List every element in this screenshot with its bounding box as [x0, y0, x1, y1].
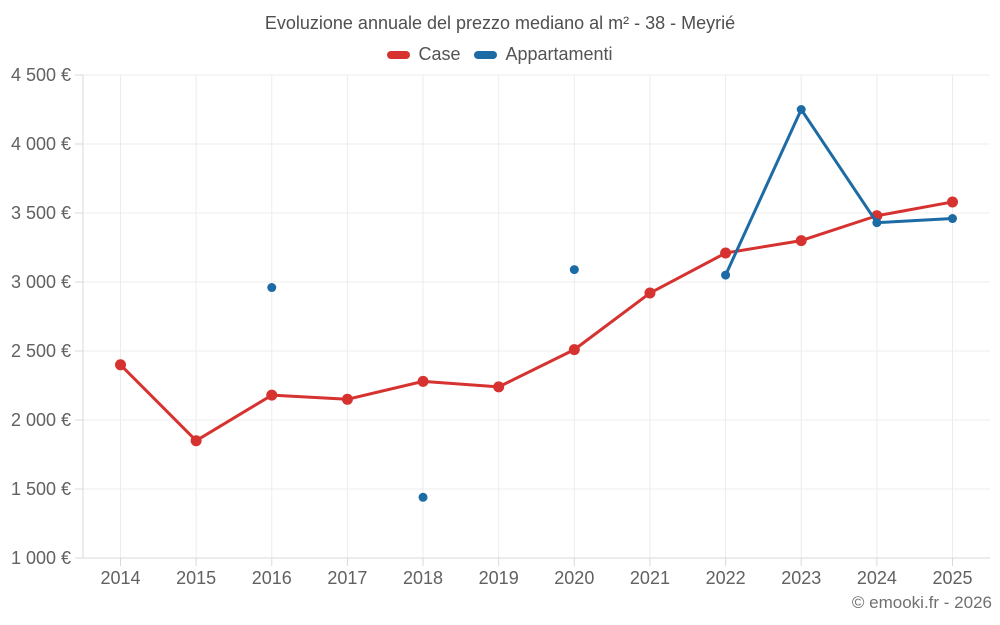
- y-tick-label: 3 500 €: [11, 203, 71, 223]
- data-point[interactable]: [568, 344, 580, 356]
- data-point[interactable]: [721, 270, 731, 280]
- data-point[interactable]: [267, 283, 277, 293]
- legend-item-appartamenti[interactable]: Appartamenti: [474, 44, 613, 65]
- data-point[interactable]: [115, 359, 126, 371]
- data-point[interactable]: [418, 492, 428, 502]
- x-tick-label: 2021: [630, 568, 670, 588]
- legend: Case Appartamenti: [0, 44, 1000, 65]
- legend-label-case: Case: [418, 44, 461, 64]
- copyright: © emooki.fr - 2026: [851, 593, 992, 612]
- x-tick-label: 2020: [554, 568, 594, 588]
- x-tick-label: 2023: [781, 568, 821, 588]
- x-tick-label: 2025: [932, 568, 972, 588]
- x-tick-label: 2017: [327, 568, 367, 588]
- data-point[interactable]: [190, 435, 202, 447]
- data-point[interactable]: [644, 287, 656, 299]
- y-tick-label: 2 000 €: [11, 410, 71, 430]
- x-tick-label: 2019: [479, 568, 519, 588]
- y-tick-label: 1 500 €: [11, 479, 71, 499]
- y-grid: 1 000 € 1 500 € 2 000 € 2 500 € 3 000 € 3 500…: [11, 65, 990, 568]
- x-grid: 2014 2015 2016 2017 2018 2019 2020 2021 2022 2023…: [100, 75, 973, 588]
- data-point[interactable]: [417, 375, 429, 387]
- y-tick-label: 2 500 €: [11, 341, 71, 361]
- data-point[interactable]: [795, 235, 807, 247]
- y-tick-label: 3 000 €: [11, 272, 71, 292]
- x-tick-label: 2015: [176, 568, 216, 588]
- y-tick-label: 1 000 €: [11, 548, 71, 568]
- chart-title: Evoluzione annuale del prezzo mediano al…: [264, 13, 736, 33]
- series-line: [119, 200, 954, 443]
- x-tick-label: 2018: [403, 568, 443, 588]
- data-point[interactable]: [796, 105, 806, 114]
- x-tick-label: 2016: [252, 568, 292, 588]
- series-case: [115, 196, 958, 447]
- data-point[interactable]: [947, 196, 958, 208]
- y-tick-label: 4 000 €: [11, 134, 71, 154]
- appartamenti-series-swatch-icon: [474, 50, 498, 59]
- x-tick-label: 2014: [100, 568, 140, 588]
- legend-label-appartamenti: Appartamenti: [505, 44, 613, 64]
- data-point[interactable]: [266, 389, 278, 401]
- series-line: [724, 108, 954, 277]
- case-series-swatch-icon: [387, 50, 411, 59]
- x-tick-label: 2022: [706, 568, 746, 588]
- data-point[interactable]: [948, 214, 957, 224]
- x-tick-label: 2024: [857, 568, 897, 588]
- data-point[interactable]: [720, 247, 732, 259]
- legend-item-case[interactable]: Case: [387, 44, 460, 65]
- data-point[interactable]: [872, 218, 882, 228]
- series-appartamenti: [267, 105, 957, 502]
- data-point[interactable]: [569, 265, 579, 275]
- data-point[interactable]: [341, 393, 353, 405]
- y-tick-label: 4 500 €: [11, 65, 71, 85]
- data-point[interactable]: [493, 381, 505, 393]
